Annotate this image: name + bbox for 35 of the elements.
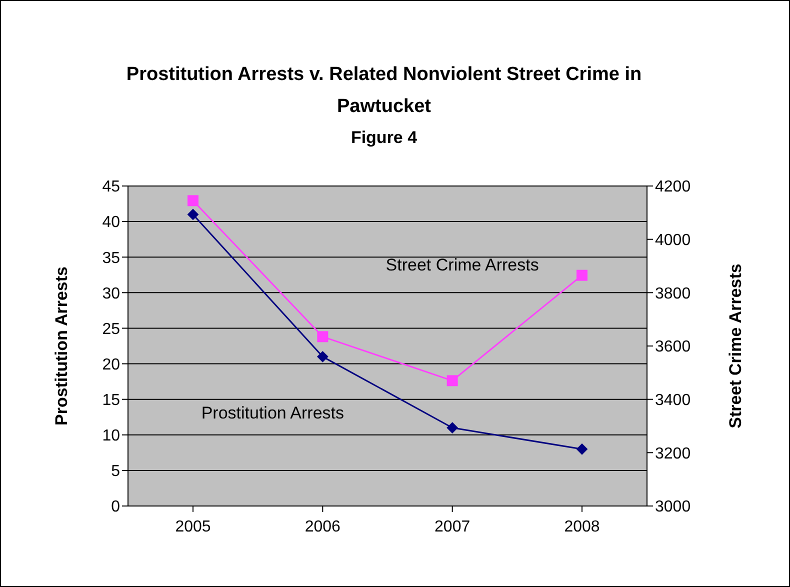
y-tick-label: 10 [102,428,120,445]
point [188,195,198,206]
y-tick-label: 25 [102,320,120,338]
point [188,208,198,220]
chart-title: Prostitution Arrests v. Related Nonviolent Street Crime in Pawtucket [125,63,643,119]
x-tick-label: 2007 [434,518,470,536]
point [576,270,588,281]
y-tick-label: 5 [111,463,120,480]
y2-tick-label: 3800 [655,285,691,302]
y2-tick-label: 3600 [655,338,691,356]
series-label: Prostitution Arrests [201,404,344,423]
y-tick-label: 0 [111,498,120,516]
point [446,422,458,434]
y-tick-label: 30 [102,285,120,302]
y-tick-label: 45 [102,178,120,196]
y-tick-label: 15 [102,392,120,410]
y-tick-label: 20 [102,356,120,374]
point [446,375,458,386]
point [576,444,588,455]
x-tick-label: 2005 [175,518,211,536]
y-axis-title: Prostitution Arrests [52,266,72,426]
x-tick-label: 2008 [564,518,600,536]
y2-axis-title: Street Crime Arrests [726,264,746,428]
y2-tick-label: 4000 [655,232,691,250]
chart-subtitle: Figure 4 [350,127,418,149]
series-label: Street Crime Arrests [386,256,539,275]
point [317,351,328,362]
point [317,331,328,342]
y2-tick-label: 3400 [655,392,691,410]
x-tick-label: 2006 [304,518,341,536]
y2-tick-label: 4200 [655,178,691,196]
y-tick-label: 35 [102,250,120,267]
y-tick-label: 40 [102,214,120,232]
y2-tick-label: 3000 [655,498,691,516]
y2-tick-label: 3200 [655,445,691,462]
